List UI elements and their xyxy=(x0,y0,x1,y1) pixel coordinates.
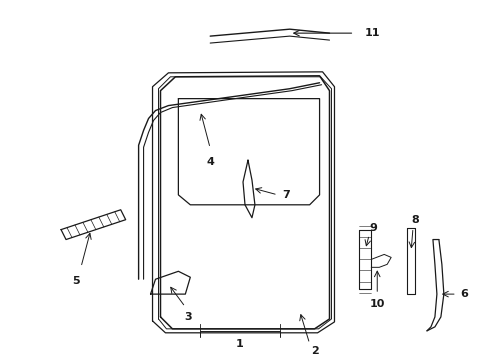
Text: 8: 8 xyxy=(411,215,419,225)
Text: 11: 11 xyxy=(365,28,380,38)
Text: 4: 4 xyxy=(206,157,214,167)
Text: 1: 1 xyxy=(236,339,244,349)
Text: 7: 7 xyxy=(282,190,290,200)
Text: 6: 6 xyxy=(460,289,467,299)
Text: 2: 2 xyxy=(311,346,319,356)
Text: 5: 5 xyxy=(72,276,80,286)
Text: 9: 9 xyxy=(369,222,377,233)
Text: 10: 10 xyxy=(369,299,385,309)
Text: 3: 3 xyxy=(185,312,192,322)
